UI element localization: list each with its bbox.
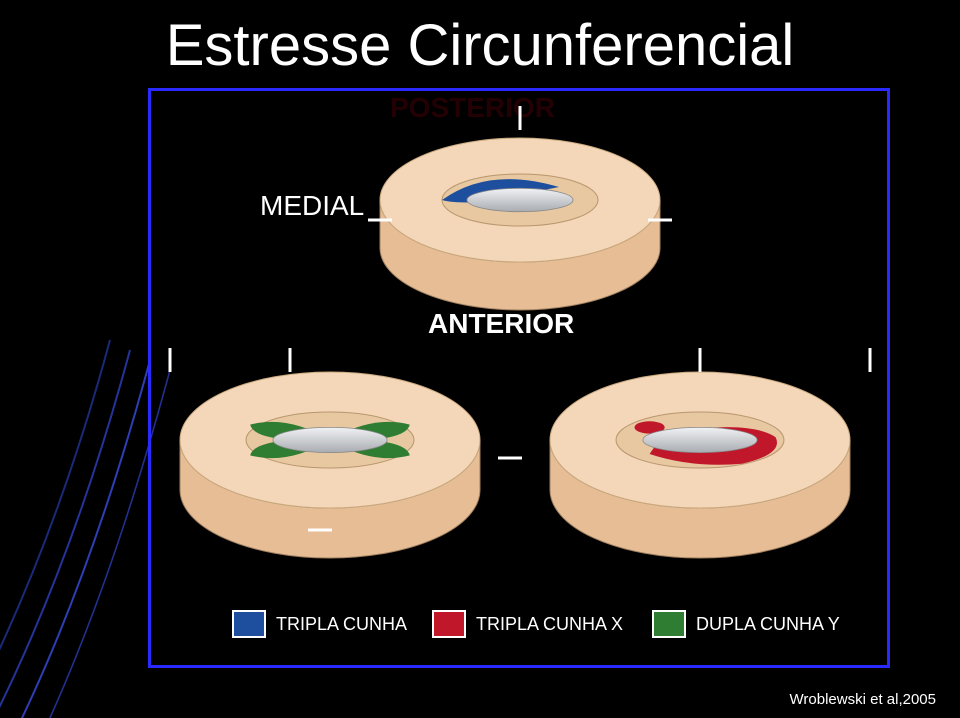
slide-root: Estresse Circunferencial POSTERIOR MEDIA… [0,0,960,718]
legend-label-1: TRIPLA CUNHA X [476,614,623,635]
legend-swatch-2 [652,610,686,638]
legend-item-1: TRIPLA CUNHA X [432,610,623,638]
legend-label-2: DUPLA CUNHA Y [696,614,840,635]
legend-swatch-1 [432,610,466,638]
legend-swatch-0 [232,610,266,638]
legend-label-0: TRIPLA CUNHA [276,614,407,635]
legend-item-2: DUPLA CUNHA Y [652,610,840,638]
legend-item-0: TRIPLA CUNHA [232,610,407,638]
citation: Wroblewski et al,2005 [790,691,936,708]
